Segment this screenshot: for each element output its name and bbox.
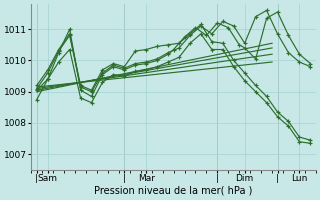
- X-axis label: Pression niveau de la mer( hPa ): Pression niveau de la mer( hPa ): [94, 186, 253, 196]
